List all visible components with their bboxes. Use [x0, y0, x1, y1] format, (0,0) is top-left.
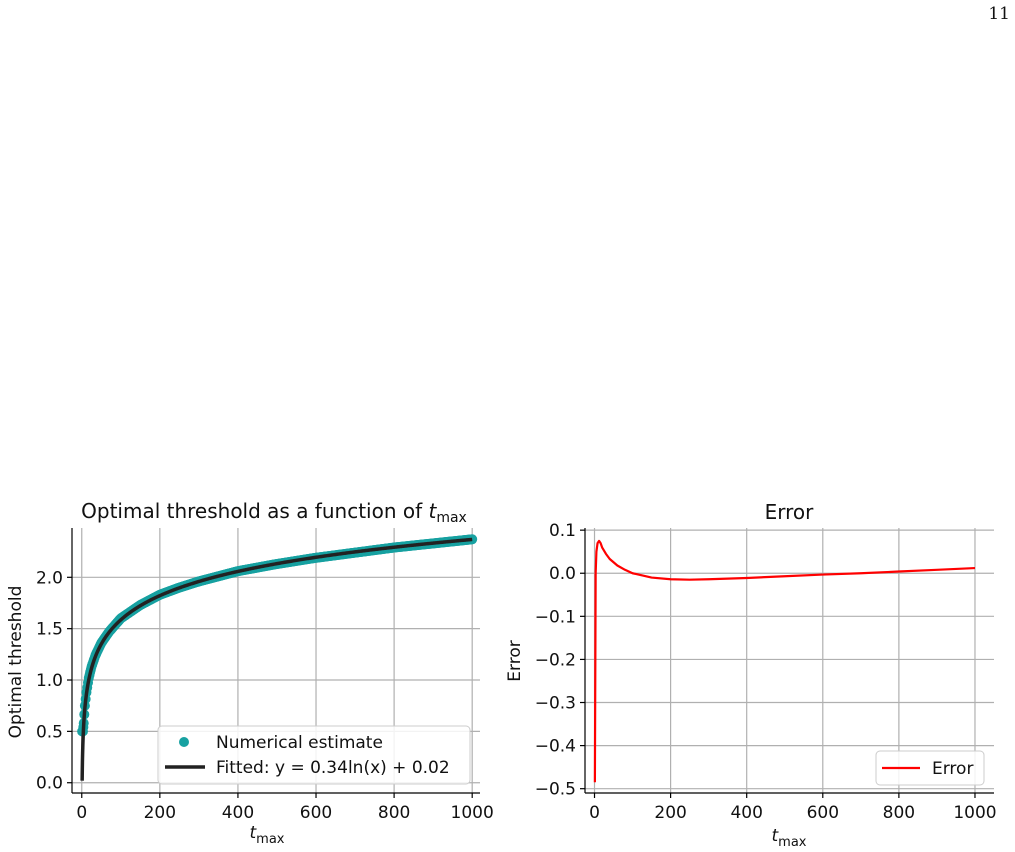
- x-tick-label: 600: [807, 803, 839, 823]
- x-tick-label: 200: [144, 803, 176, 823]
- x-tick-label: 400: [222, 803, 254, 823]
- title-prefix: Optimal threshold as a function of: [81, 499, 428, 523]
- error-chart-title: Error: [765, 500, 815, 524]
- y-tick-label: 1.0: [36, 671, 63, 691]
- y-tick-label: −0.5: [535, 780, 576, 800]
- threshold-ylabel: Optimal threshold: [6, 586, 26, 739]
- error-xlabel-t: t: [772, 826, 780, 846]
- legend-label-numerical: Numerical estimate: [216, 733, 383, 753]
- legend-box: [875, 750, 985, 786]
- legend-box: [157, 725, 471, 785]
- threshold-ticks: 0 200 400 600 800 1000 0.0 0.5 1.0 1.5 2.0: [36, 568, 494, 823]
- threshold-axes: [71, 528, 480, 794]
- y-tick-label: −0.3: [535, 694, 576, 714]
- xlabel-t-subscript: max: [256, 832, 285, 847]
- fitted-curve-line: [80, 537, 473, 781]
- x-tick-label: 400: [730, 803, 762, 823]
- error-xlabel-t-subscript: max: [778, 835, 807, 850]
- y-tick-label: −0.1: [535, 607, 576, 627]
- x-tick-label: 600: [300, 803, 332, 823]
- legend-label-error: Error: [932, 759, 973, 779]
- threshold-series: [77, 534, 478, 781]
- error-series-line: [593, 539, 976, 783]
- error-xlabel: tmax: [772, 826, 807, 850]
- x-tick-label: 200: [654, 803, 686, 823]
- y-tick-label: 2.0: [36, 568, 63, 588]
- error-series: [593, 539, 976, 783]
- y-tick-label: 0.5: [36, 722, 63, 742]
- threshold-legend: Numerical estimate Fitted: y = 0.34ln(x)…: [157, 725, 471, 785]
- x-tick-label: 1000: [451, 803, 494, 823]
- y-tick-label: 0.0: [36, 774, 63, 794]
- title-t-subscript: max: [436, 510, 467, 526]
- y-tick-label: −0.2: [535, 650, 576, 670]
- error-ylabel: Error: [505, 640, 525, 681]
- threshold-xlabel: tmax: [250, 823, 285, 847]
- x-tick-label: 800: [378, 803, 410, 823]
- title-t: t: [429, 499, 438, 523]
- x-tick-label: 0: [76, 803, 87, 823]
- error-chart: 0 200 400 600 800 1000 0.1 0.0 −0.1 −0.2 −0.3 −0.4 −…: [505, 500, 997, 850]
- error-ticks: 0 200 400 600 800 1000 0.1 0.0 −0.1 −0.2 −0.3 −0.4 −…: [535, 521, 997, 823]
- y-tick-label: 0.1: [549, 521, 576, 541]
- xlabel-t: t: [250, 823, 258, 843]
- x-tick-label: 800: [883, 803, 915, 823]
- threshold-chart-title: Optimal threshold as a function of tmax: [81, 499, 467, 526]
- threshold-chart: 0 200 400 600 800 1000 0.0 0.5 1.0 1.5 2.0 Optimal…: [6, 499, 494, 847]
- y-tick-label: −0.4: [535, 737, 576, 757]
- y-tick-label: 0.0: [549, 564, 576, 584]
- y-tick-label: 1.5: [36, 620, 63, 640]
- x-tick-label: 0: [589, 803, 600, 823]
- x-tick-label: 1000: [953, 803, 996, 823]
- legend-label-fitted: Fitted: y = 0.34ln(x) + 0.02: [216, 758, 450, 778]
- page-number: 11: [988, 4, 1010, 24]
- legend-marker-numerical: [179, 737, 189, 747]
- error-axes: [584, 528, 994, 794]
- error-legend: Error: [875, 750, 985, 786]
- numerical-estimate-point: [467, 534, 478, 545]
